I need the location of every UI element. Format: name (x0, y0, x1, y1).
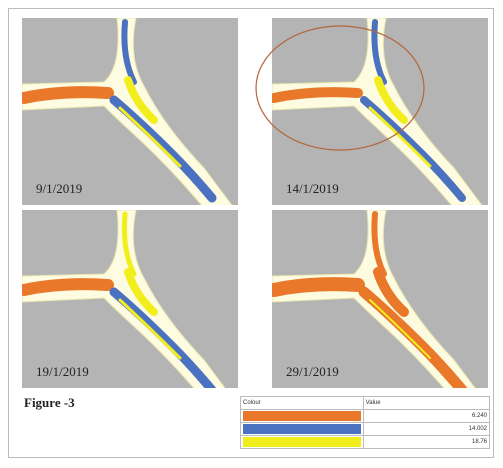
swatch (243, 437, 361, 447)
map-panel: 14/1/2019 (272, 18, 488, 208)
page: 9/1/2019 14/1/2019 19/1/2019 29/1/2019 Figu… (0, 0, 503, 468)
panel-date: 14/1/2019 (286, 181, 339, 196)
panel-date: 19/1/2019 (36, 364, 89, 379)
legend-row: 6.240 (241, 410, 490, 423)
swatch-cell (241, 410, 364, 423)
flood-zone (24, 284, 108, 290)
flood-zone (24, 92, 108, 98)
value-cell: 14.002 (363, 423, 489, 436)
swatch-cell (241, 436, 364, 449)
flood-zone (274, 284, 358, 290)
value-cell: 6.240 (363, 410, 489, 423)
panel-date: 9/1/2019 (36, 181, 82, 196)
map-panels: 9/1/2019 14/1/2019 19/1/2019 29/1/2019 (0, 0, 503, 395)
header-cell: Colour (241, 397, 364, 410)
swatch (243, 411, 361, 421)
map-panel: 9/1/2019 (22, 18, 238, 208)
flood-zone (274, 92, 358, 98)
header-cell: Value (363, 397, 489, 410)
value-cell: 18.76 (363, 436, 489, 449)
panel-date: 29/1/2019 (286, 364, 339, 379)
legend-row: 14.002 (241, 423, 490, 436)
map-panel: 29/1/2019 (272, 210, 488, 395)
map-panel: 19/1/2019 (22, 210, 238, 395)
legend-row: 18.76 (241, 436, 490, 449)
legend-table: Colour Value 6.240 14.002 18.76 (240, 396, 490, 449)
swatch-cell (241, 423, 364, 436)
figure-caption: Figure -3 (24, 395, 75, 411)
legend-header: Colour Value (241, 397, 490, 410)
swatch (243, 424, 361, 434)
